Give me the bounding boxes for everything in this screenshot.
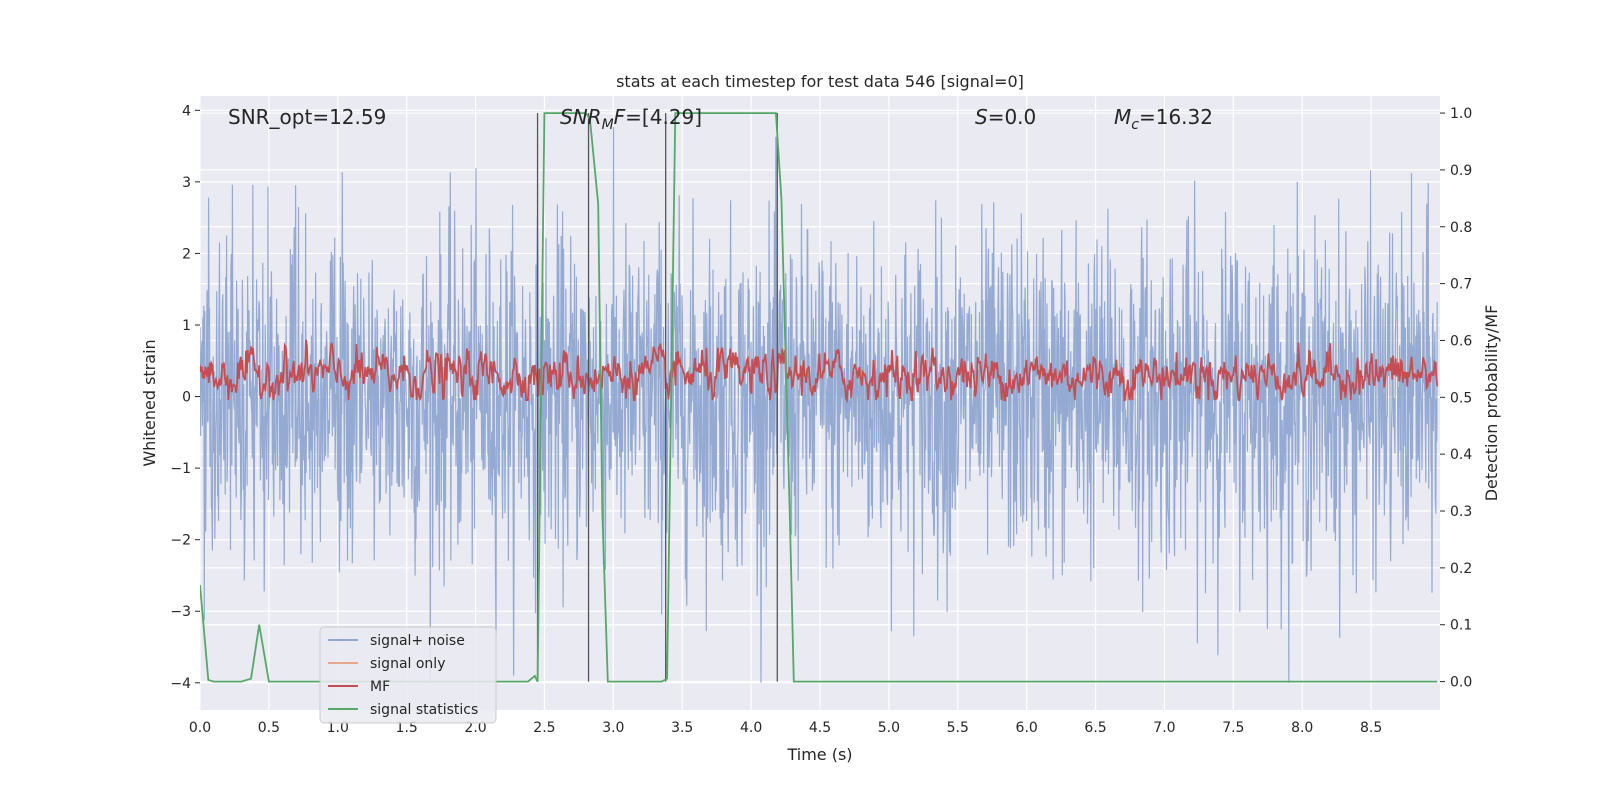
- x-tick-label: 4.0: [740, 720, 762, 736]
- y-right-axis-label: Detection probability/MF: [1482, 305, 1501, 502]
- x-tick-label: 7.5: [1222, 720, 1244, 736]
- vertical-markers: [536, 113, 778, 682]
- x-tick-label: 5.0: [878, 720, 900, 736]
- y-right-tick-label: 1.0: [1450, 106, 1472, 122]
- y-axis-ticks: −4 −3 −2 −1 0 1 2 3 4: [170, 103, 200, 692]
- y-right-tick-label: 0.2: [1450, 561, 1472, 577]
- x-tick-label: 6.0: [1016, 720, 1038, 736]
- x-tick-label: 8.5: [1360, 720, 1382, 736]
- y-right-tick-label: 0.3: [1450, 504, 1472, 520]
- legend-label-signal-statistics: signal statistics: [370, 702, 478, 718]
- x-tick-label: 3.0: [602, 720, 624, 736]
- y-right-tick-label: 0.0: [1450, 675, 1472, 691]
- x-tick-label: 7.0: [1153, 720, 1175, 736]
- y-right-tick-label: 0.6: [1450, 333, 1472, 349]
- y-tick-label: −3: [170, 604, 191, 620]
- line-signal-noise: [200, 126, 1438, 683]
- x-tick-label: 2.0: [464, 720, 486, 736]
- y-right-tick-label: 0.5: [1450, 390, 1472, 406]
- x-tick-label: 1.0: [327, 720, 349, 736]
- y-right-tick-label: 0.1: [1450, 618, 1472, 634]
- x-tick-label: 0.5: [258, 720, 280, 736]
- y-tick-label: −1: [170, 461, 191, 477]
- x-tick-label: 4.5: [809, 720, 831, 736]
- y-tick-label: −2: [170, 533, 191, 549]
- annotation-mc: Mc=16.32: [1114, 105, 1213, 133]
- legend-box: [319, 626, 497, 724]
- x-tick-label: 0.0: [189, 720, 211, 736]
- series-signal-statistics: [200, 112, 1438, 683]
- annotation-snr-mf: SNRMF=[4.29]: [560, 105, 702, 133]
- annotation-s: S=0.0: [975, 105, 1036, 129]
- y-tick-label: 2: [182, 246, 191, 262]
- x-tick-label: 2.5: [533, 720, 555, 736]
- y-axis-label: Whitened strain: [140, 339, 159, 466]
- line-signal-statistics: [200, 112, 1438, 683]
- y-tick-label: 1: [182, 318, 191, 334]
- x-tick-label: 3.5: [671, 720, 693, 736]
- x-tick-label: 6.5: [1084, 720, 1106, 736]
- series-mf: [200, 339, 1439, 404]
- legend-label-signal-noise: signal+ noise: [370, 633, 465, 649]
- x-tick-label: 8.0: [1291, 720, 1313, 736]
- line-mf: [200, 339, 1439, 404]
- x-tick-label: 5.5: [947, 720, 969, 736]
- y-right-tick-label: 0.9: [1450, 163, 1472, 179]
- x-axis-ticks: 0.0 0.5 1.0 1.5 2.0 2.5 3.0 3.5 4.0 4.5 5.0 5.5 6.0 6…: [189, 720, 1382, 736]
- y-right-axis-ticks: 0.0 0.1 0.2 0.3 0.4 0.5 0.6 0.7 0.8 0.9 1.0: [1440, 106, 1472, 691]
- y-tick-label: −4: [170, 676, 191, 692]
- y-right-tick-label: 0.4: [1450, 447, 1472, 463]
- x-tick-label: 1.5: [396, 720, 418, 736]
- chart-title: stats at each timestep for test data 546…: [616, 72, 1024, 91]
- x-axis-label: Time (s): [786, 745, 852, 764]
- legend: signal+ noise signal only MF signal stat…: [319, 626, 497, 724]
- series-signal-noise: [200, 126, 1438, 683]
- y-tick-label: 3: [182, 175, 191, 191]
- legend-label-mf: MF: [370, 679, 390, 695]
- y-right-tick-label: 0.8: [1450, 220, 1472, 236]
- y-tick-label: 0: [182, 390, 191, 406]
- y-tick-label: 4: [182, 103, 191, 119]
- legend-label-signal-only: signal only: [370, 656, 445, 672]
- y-right-tick-label: 0.7: [1450, 277, 1472, 293]
- annotation-snr-opt: SNR_opt=12.59: [228, 105, 386, 129]
